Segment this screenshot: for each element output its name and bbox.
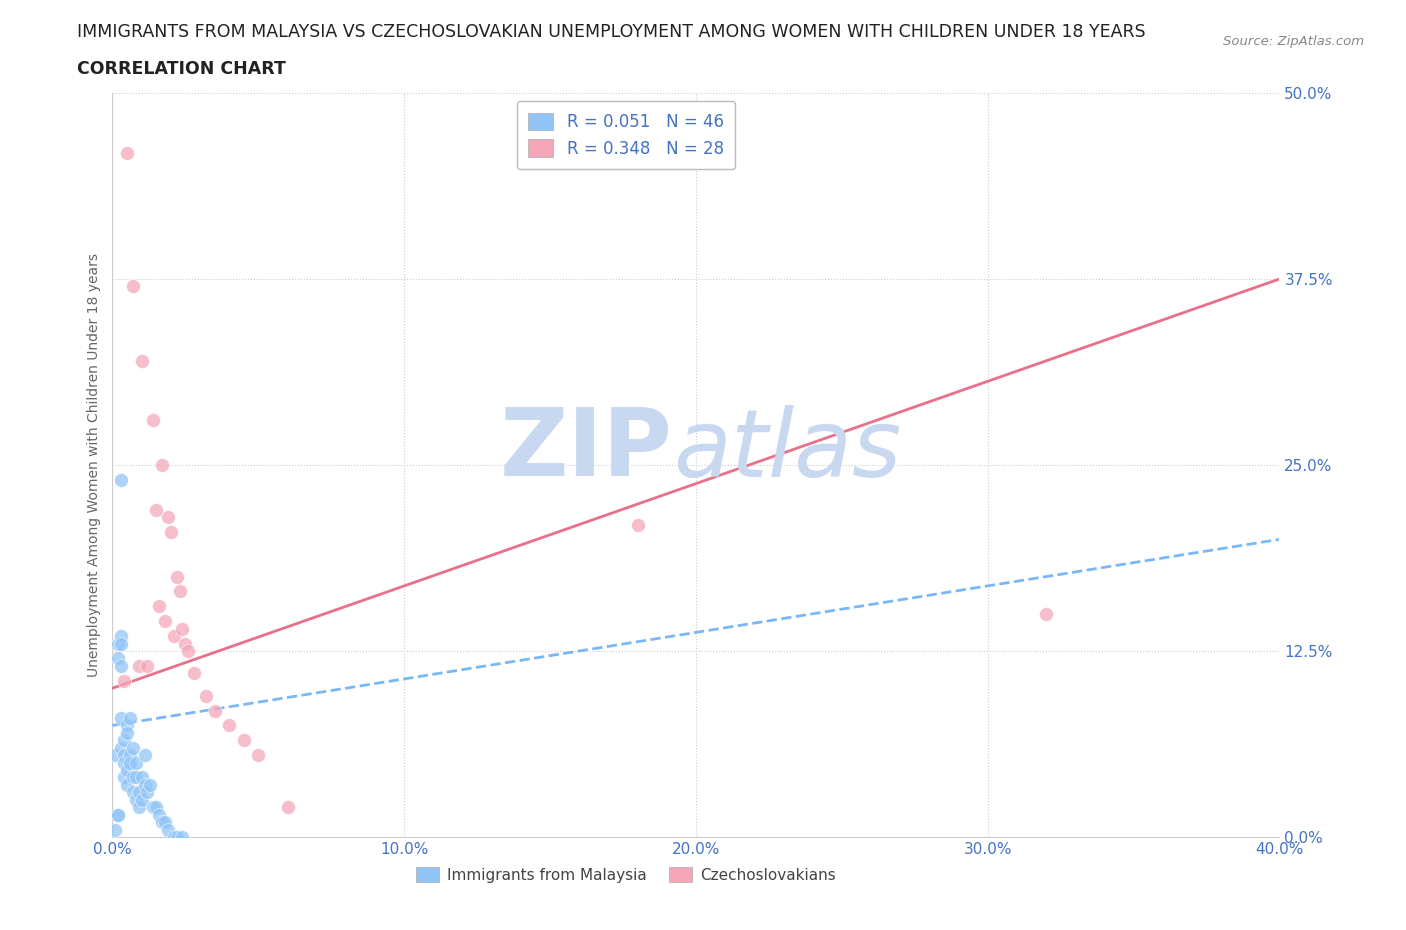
Point (156, 822, 179, 837)
Point (110, 629, 132, 644)
Point (122, 279, 145, 294)
Point (104, 822, 127, 837)
Point (142, 800, 165, 815)
Point (150, 458, 173, 472)
Point (148, 599, 170, 614)
Point (115, 718, 138, 733)
Point (122, 785, 145, 800)
Point (139, 777, 162, 792)
Point (136, 785, 159, 800)
Point (122, 740, 145, 755)
Point (177, 644, 200, 658)
Point (112, 770, 135, 785)
Point (156, 510, 179, 525)
Point (166, 569, 188, 584)
Point (150, 815, 173, 830)
Point (131, 792, 153, 807)
Point (153, 815, 176, 830)
Point (107, 651, 129, 666)
Point (131, 353, 153, 368)
Point (112, 748, 135, 763)
Point (174, 636, 197, 651)
Legend: Immigrants from Malaysia, Czechoslovakians: Immigrants from Malaysia, Czechoslovakia… (411, 860, 842, 889)
Point (110, 472, 132, 487)
Point (110, 658, 132, 673)
Point (183, 666, 205, 681)
Point (115, 725, 138, 740)
Point (125, 755, 148, 770)
Text: CORRELATION CHART: CORRELATION CHART (77, 60, 287, 78)
Point (142, 413, 165, 428)
Point (166, 830, 188, 844)
Point (128, 800, 150, 815)
Point (131, 770, 153, 785)
Text: ZIP: ZIP (499, 405, 672, 496)
Point (169, 584, 191, 599)
Point (112, 673, 135, 688)
Point (110, 740, 132, 755)
Text: atlas: atlas (672, 405, 901, 496)
Point (163, 830, 186, 844)
Point (145, 502, 167, 517)
Point (276, 800, 298, 815)
Point (134, 777, 156, 792)
Text: Source: ZipAtlas.com: Source: ZipAtlas.com (1223, 35, 1364, 48)
Point (172, 830, 194, 844)
Point (115, 763, 138, 777)
Point (112, 755, 135, 770)
Point (128, 658, 150, 673)
Point (118, 711, 141, 725)
Point (232, 733, 254, 748)
Point (160, 525, 183, 539)
Point (172, 621, 194, 636)
Point (118, 755, 141, 770)
Point (110, 636, 132, 651)
Point (145, 800, 167, 815)
Text: IMMIGRANTS FROM MALAYSIA VS CZECHOSLOVAKIAN UNEMPLOYMENT AMONG WOMEN WITH CHILDR: IMMIGRANTS FROM MALAYSIA VS CZECHOSLOVAK… (77, 23, 1146, 41)
Point (247, 748, 270, 763)
Point (115, 145, 138, 160)
Point (112, 733, 135, 748)
Point (107, 807, 129, 822)
Y-axis label: Unemployment Among Women with Children Under 18 years: Unemployment Among Women with Children U… (87, 253, 101, 677)
Point (194, 688, 217, 703)
Point (107, 807, 129, 822)
Point (1035, 606, 1057, 621)
Point (104, 748, 127, 763)
Point (218, 718, 240, 733)
Point (125, 770, 148, 785)
Point (118, 748, 141, 763)
Point (115, 777, 138, 792)
Point (153, 614, 176, 629)
Point (163, 629, 186, 644)
Point (136, 658, 159, 673)
Point (128, 785, 150, 800)
Point (122, 770, 145, 785)
Point (125, 792, 148, 807)
Point (134, 748, 156, 763)
Point (627, 517, 650, 532)
Point (148, 807, 170, 822)
Point (204, 703, 226, 718)
Point (110, 711, 132, 725)
Point (107, 636, 129, 651)
